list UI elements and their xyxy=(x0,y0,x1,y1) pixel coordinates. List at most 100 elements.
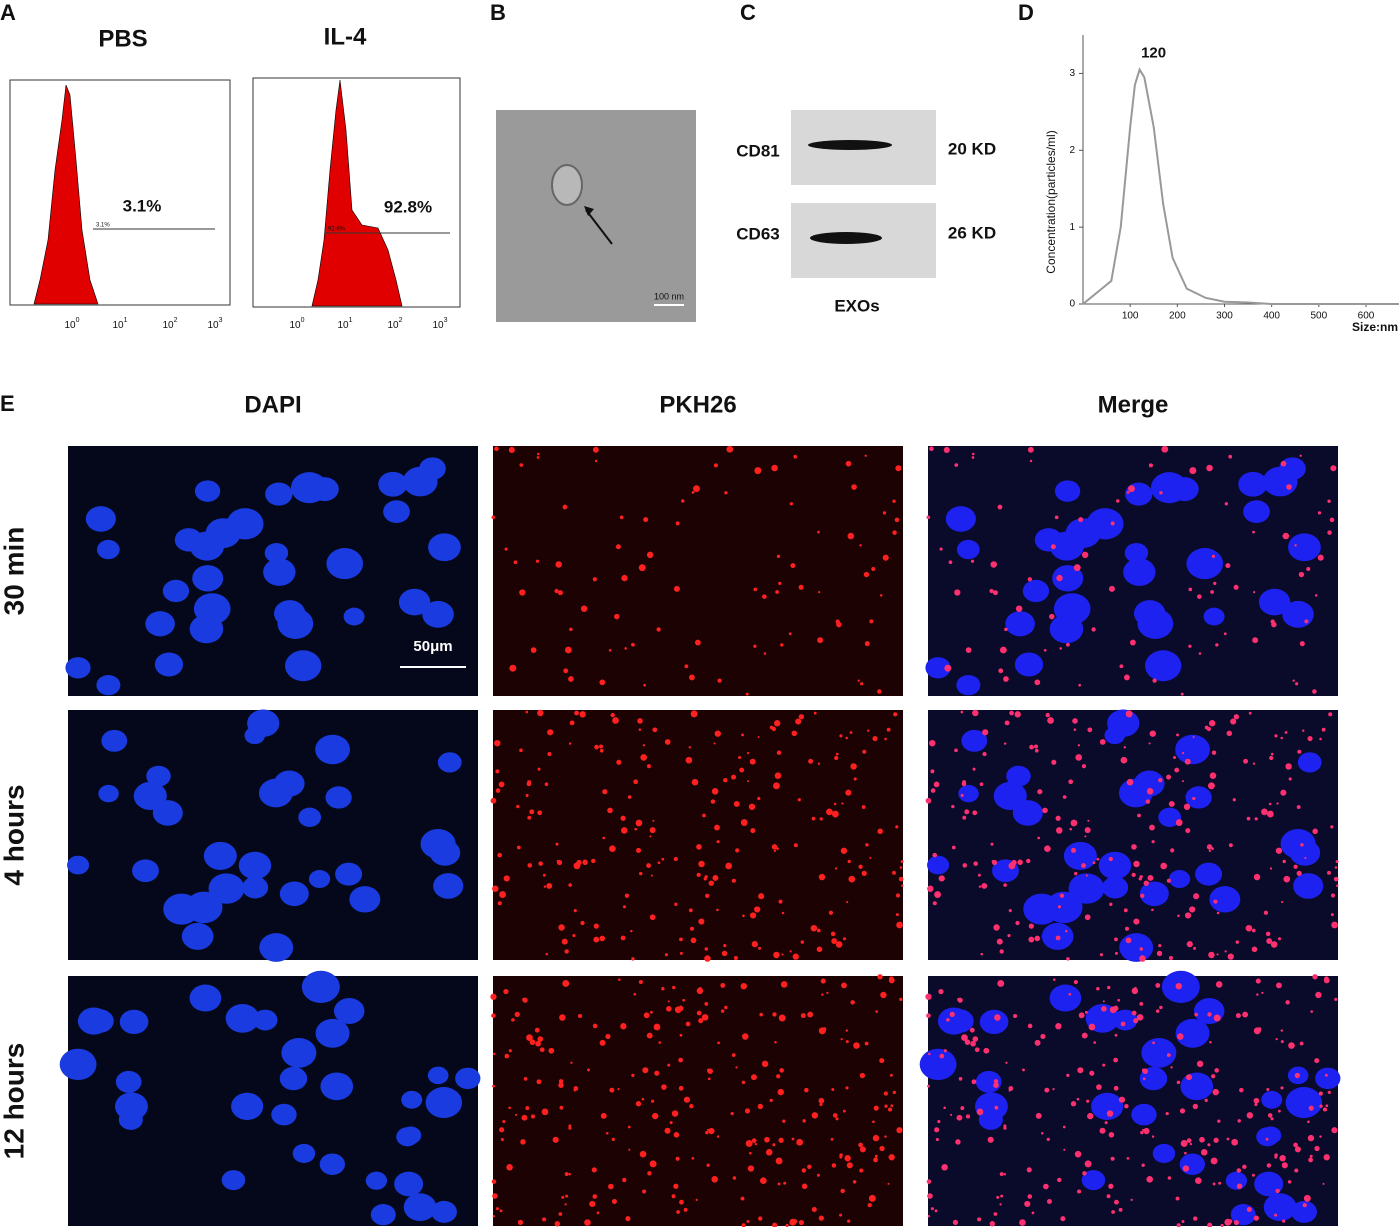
pkh26-dot xyxy=(811,816,816,821)
pkh26-dot xyxy=(1294,1168,1299,1173)
pkh26-dot xyxy=(929,739,936,747)
pkh26-dot xyxy=(1212,1182,1216,1186)
pkh26-dot xyxy=(1246,816,1251,821)
x-tick-label: 200 xyxy=(1169,311,1186,322)
nucleus xyxy=(292,1143,316,1164)
pkh26-dot xyxy=(1194,1012,1198,1017)
pkh26-dot xyxy=(1308,1105,1314,1111)
pkh26-dot xyxy=(716,1135,720,1138)
pkh26-dot xyxy=(1142,1077,1146,1081)
pkh26-dot xyxy=(882,511,887,515)
pkh26-dot xyxy=(1280,1040,1284,1044)
pkh26-dot xyxy=(989,1221,996,1227)
pkh26-dot xyxy=(1000,1194,1004,1198)
pkh26-dot xyxy=(990,842,994,846)
pkh26-dot xyxy=(592,1194,598,1199)
pkh26-dot xyxy=(934,1209,938,1213)
pkh26-dot xyxy=(1319,1104,1323,1108)
pkh26-dot xyxy=(867,729,870,732)
pkh26-dot xyxy=(954,463,959,467)
pkh26-dot xyxy=(1078,683,1082,687)
gate-percent: 92.8% xyxy=(384,197,432,216)
pkh26-dot xyxy=(1288,777,1292,781)
pkh26-dot xyxy=(875,1010,879,1013)
pkh26-dot xyxy=(873,1157,878,1163)
pkh26-dot xyxy=(1248,711,1252,715)
pkh26-dot xyxy=(793,454,798,459)
nucleus xyxy=(437,752,462,773)
pkh26-dot xyxy=(1077,744,1081,747)
pkh26-dot xyxy=(1084,914,1091,921)
pkh26-dot xyxy=(962,863,968,868)
pkh26-dot xyxy=(774,720,781,727)
nucleus xyxy=(1012,800,1043,826)
pkh26-dot xyxy=(1188,644,1192,648)
pkh26-dot xyxy=(654,1070,660,1076)
pkh26-dot xyxy=(1102,1000,1105,1003)
pkh26-dot xyxy=(972,709,979,717)
pkh26-dot xyxy=(716,840,720,844)
pkh26-dot xyxy=(1242,1164,1247,1170)
pkh26-dot xyxy=(635,1101,642,1107)
pkh26-dot xyxy=(1104,1121,1108,1125)
pkh26-dot xyxy=(929,446,934,452)
pkh26-dot xyxy=(1004,627,1008,632)
pkh26-dot xyxy=(1307,567,1310,570)
pkh26-dot xyxy=(1037,836,1041,840)
pkh26-dot xyxy=(1077,1067,1084,1074)
pkh26-dot xyxy=(1062,795,1067,799)
pkh26-dot xyxy=(647,1171,652,1176)
pkh26-dot xyxy=(861,805,866,809)
pkh26-dot xyxy=(1299,1041,1304,1046)
pkh26-dot xyxy=(939,547,943,551)
pkh26-dot xyxy=(840,1188,845,1194)
pkh26-dot xyxy=(1265,1137,1269,1141)
tick-exponent: 0 xyxy=(301,317,305,324)
pkh26-dot xyxy=(772,1222,778,1227)
pkh26-dot xyxy=(1327,870,1331,875)
pkh26-dot xyxy=(1074,871,1078,876)
pkh26-dot xyxy=(1243,758,1249,764)
pkh26-dot xyxy=(1114,1033,1118,1037)
pkh26-dot xyxy=(628,1148,631,1151)
pkh26-dot xyxy=(789,502,794,506)
row-label: 12 hours xyxy=(0,1043,29,1160)
pkh26-dot xyxy=(1119,664,1124,669)
nucleus xyxy=(1145,650,1182,682)
pkh26-dot xyxy=(928,1052,931,1056)
pkh26-dot xyxy=(1091,627,1096,632)
pkh26-dot xyxy=(494,739,501,747)
pkh26-dot xyxy=(1299,641,1305,647)
pkh26-dot xyxy=(637,718,643,724)
pkh26-dot xyxy=(1086,1099,1090,1103)
pkh26-dot xyxy=(688,674,695,681)
pkh26-dot xyxy=(1082,1171,1087,1176)
pkh26-dot xyxy=(772,782,780,790)
pkh26-dot xyxy=(990,561,997,568)
nucleus xyxy=(1280,828,1316,859)
pkh26-dot xyxy=(1045,712,1050,718)
pkh26-dot xyxy=(611,1137,615,1142)
tick-base: 10 xyxy=(432,320,444,331)
pkh26-dot xyxy=(1081,1032,1088,1039)
pkh26-dot xyxy=(778,1137,784,1143)
pkh26-dot xyxy=(1267,1113,1273,1118)
pkh26-dot xyxy=(850,1000,855,1005)
pkh26-dot xyxy=(1212,1088,1219,1096)
pkh26-dot xyxy=(1159,1005,1163,1010)
pkh26-dot xyxy=(971,452,975,456)
y-axis-label: Concentration(particles/ml) xyxy=(1044,130,1058,273)
pkh26-dot xyxy=(669,1121,673,1125)
pkh26-dot xyxy=(1008,862,1016,870)
pkh26-dot xyxy=(1210,590,1215,594)
pkh26-dot xyxy=(1040,1131,1044,1135)
nucleus xyxy=(403,1193,437,1222)
pkh26-dot xyxy=(631,642,635,647)
pkh26-dot xyxy=(845,1040,849,1044)
pkh26-dot xyxy=(1182,780,1185,783)
pkh26-dot xyxy=(684,664,689,669)
pkh26-dot xyxy=(570,1061,573,1064)
pkh26-dot xyxy=(831,1088,835,1092)
nucleus xyxy=(285,650,322,682)
pkh26-dot xyxy=(1017,859,1023,866)
